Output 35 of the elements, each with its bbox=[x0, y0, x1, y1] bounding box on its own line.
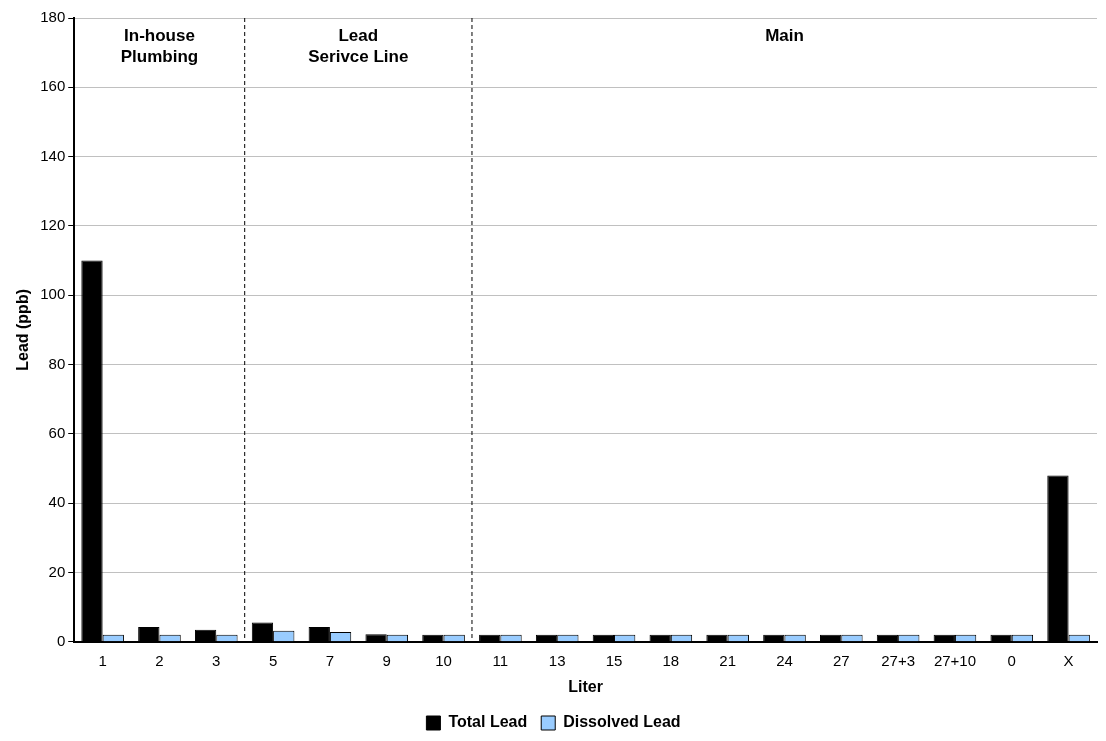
annotation: In-house Plumbing bbox=[120, 26, 199, 67]
y-tick-label: 160 bbox=[40, 77, 66, 95]
y-tick-label: 40 bbox=[48, 493, 66, 511]
y-tick-label: 20 bbox=[48, 562, 66, 580]
x-tick-label: 7 bbox=[325, 651, 335, 669]
x-axis-title: Liter bbox=[568, 677, 603, 695]
x-tick-label: 1 bbox=[98, 651, 107, 669]
x-tick-label: 24 bbox=[776, 651, 793, 669]
x-tick-label: 27+10 bbox=[933, 651, 977, 669]
x-tick-label: 3 bbox=[212, 651, 221, 669]
x-tick-label: 2 bbox=[155, 651, 164, 669]
y-tick-label: 180 bbox=[40, 8, 66, 26]
y-axis-title: Lead (ppb) bbox=[14, 289, 32, 371]
annotation: Lead Serivce Line bbox=[308, 26, 409, 67]
x-tick-label: 5 bbox=[268, 651, 278, 669]
x-tick-label: 0 bbox=[1007, 651, 1016, 669]
annotation: Main bbox=[765, 26, 804, 46]
x-tick-label: X bbox=[1063, 651, 1074, 669]
legend-label: Dissolved Lead bbox=[563, 713, 681, 731]
x-tick-label: 27 bbox=[832, 651, 850, 669]
legend-label: Total Lead bbox=[448, 713, 528, 731]
y-tick-label: 140 bbox=[40, 146, 66, 164]
y-tick-label: 120 bbox=[40, 216, 66, 234]
x-tick-label: 18 bbox=[662, 651, 680, 669]
y-tick-label: 80 bbox=[48, 354, 66, 372]
y-tick-label: 60 bbox=[48, 424, 66, 442]
y-tick-label: 0 bbox=[56, 631, 66, 649]
x-tick-label: 27+3 bbox=[881, 651, 916, 669]
x-tick-label: 21 bbox=[719, 651, 737, 669]
x-tick-label: 11 bbox=[492, 651, 509, 669]
y-tick-label: 100 bbox=[40, 285, 66, 303]
x-tick-label: 13 bbox=[548, 651, 566, 669]
x-tick-label: 9 bbox=[382, 651, 391, 669]
x-tick-label: 10 bbox=[435, 651, 452, 669]
x-tick-label: 15 bbox=[605, 651, 623, 669]
